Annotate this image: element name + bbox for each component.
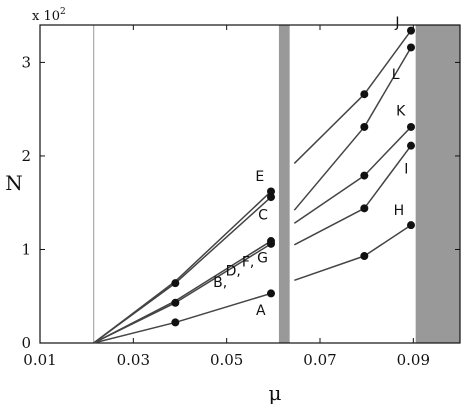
shaded-band-1 [278,25,290,343]
point-label: I [404,162,408,178]
point-label: A [256,303,266,319]
y-axis-label: N [5,171,23,195]
data-point [407,221,415,230]
data-point [360,171,369,180]
point-label: D, [226,264,241,280]
data-point [360,252,369,261]
series-line-6 [294,224,412,282]
x-axis-label: μ [269,381,282,405]
data-point [407,43,415,52]
point-label: H [394,203,405,219]
point-label: G [257,251,268,267]
point-label: L [392,67,400,83]
point-label: C [258,208,268,224]
y-tick-label: 3 [21,53,31,71]
shaded-band-2 [415,25,460,343]
point-label: E [255,169,264,185]
data-point [171,318,180,327]
data-point [267,237,275,246]
point-label: K [396,104,406,120]
data-point [267,193,275,202]
series-line-10 [293,30,412,164]
series-line-7 [293,145,412,246]
point-labels: A B,D,F, G C E H I K L J [213,15,408,319]
data-point [267,289,275,298]
data-point [171,279,180,288]
data-point [407,122,415,131]
plot-frame [39,24,461,344]
x-tick-label: 0.05 [210,351,243,369]
x-tick-label: 0.07 [303,351,336,369]
y-tick-label: 2 [21,147,31,165]
y-tick-label: 0 [21,334,31,352]
data-point [171,298,180,307]
data-point [407,26,415,35]
x-tick-label: 0.03 [117,351,150,369]
y-tick-label: 1 [21,240,31,258]
x-tick-label: 0.09 [397,351,430,369]
shaded-bands [278,25,460,343]
data-point [360,204,369,213]
series-line-1 [93,292,272,344]
point-label: F, [242,254,255,270]
y-multiplier: x 102 [32,7,66,24]
point-label: J [394,15,399,31]
point-label: B, [213,275,227,291]
series-lines [93,30,412,344]
data-point [360,122,369,131]
data-point [407,141,415,150]
axis-ticks: 0.01 0.03 0.05 0.07 0.09 0 1 2 3 [21,25,460,369]
x-tick-label: 0.01 [23,351,56,369]
data-point [267,187,275,196]
data-point [360,90,369,99]
series-markers [171,26,415,327]
